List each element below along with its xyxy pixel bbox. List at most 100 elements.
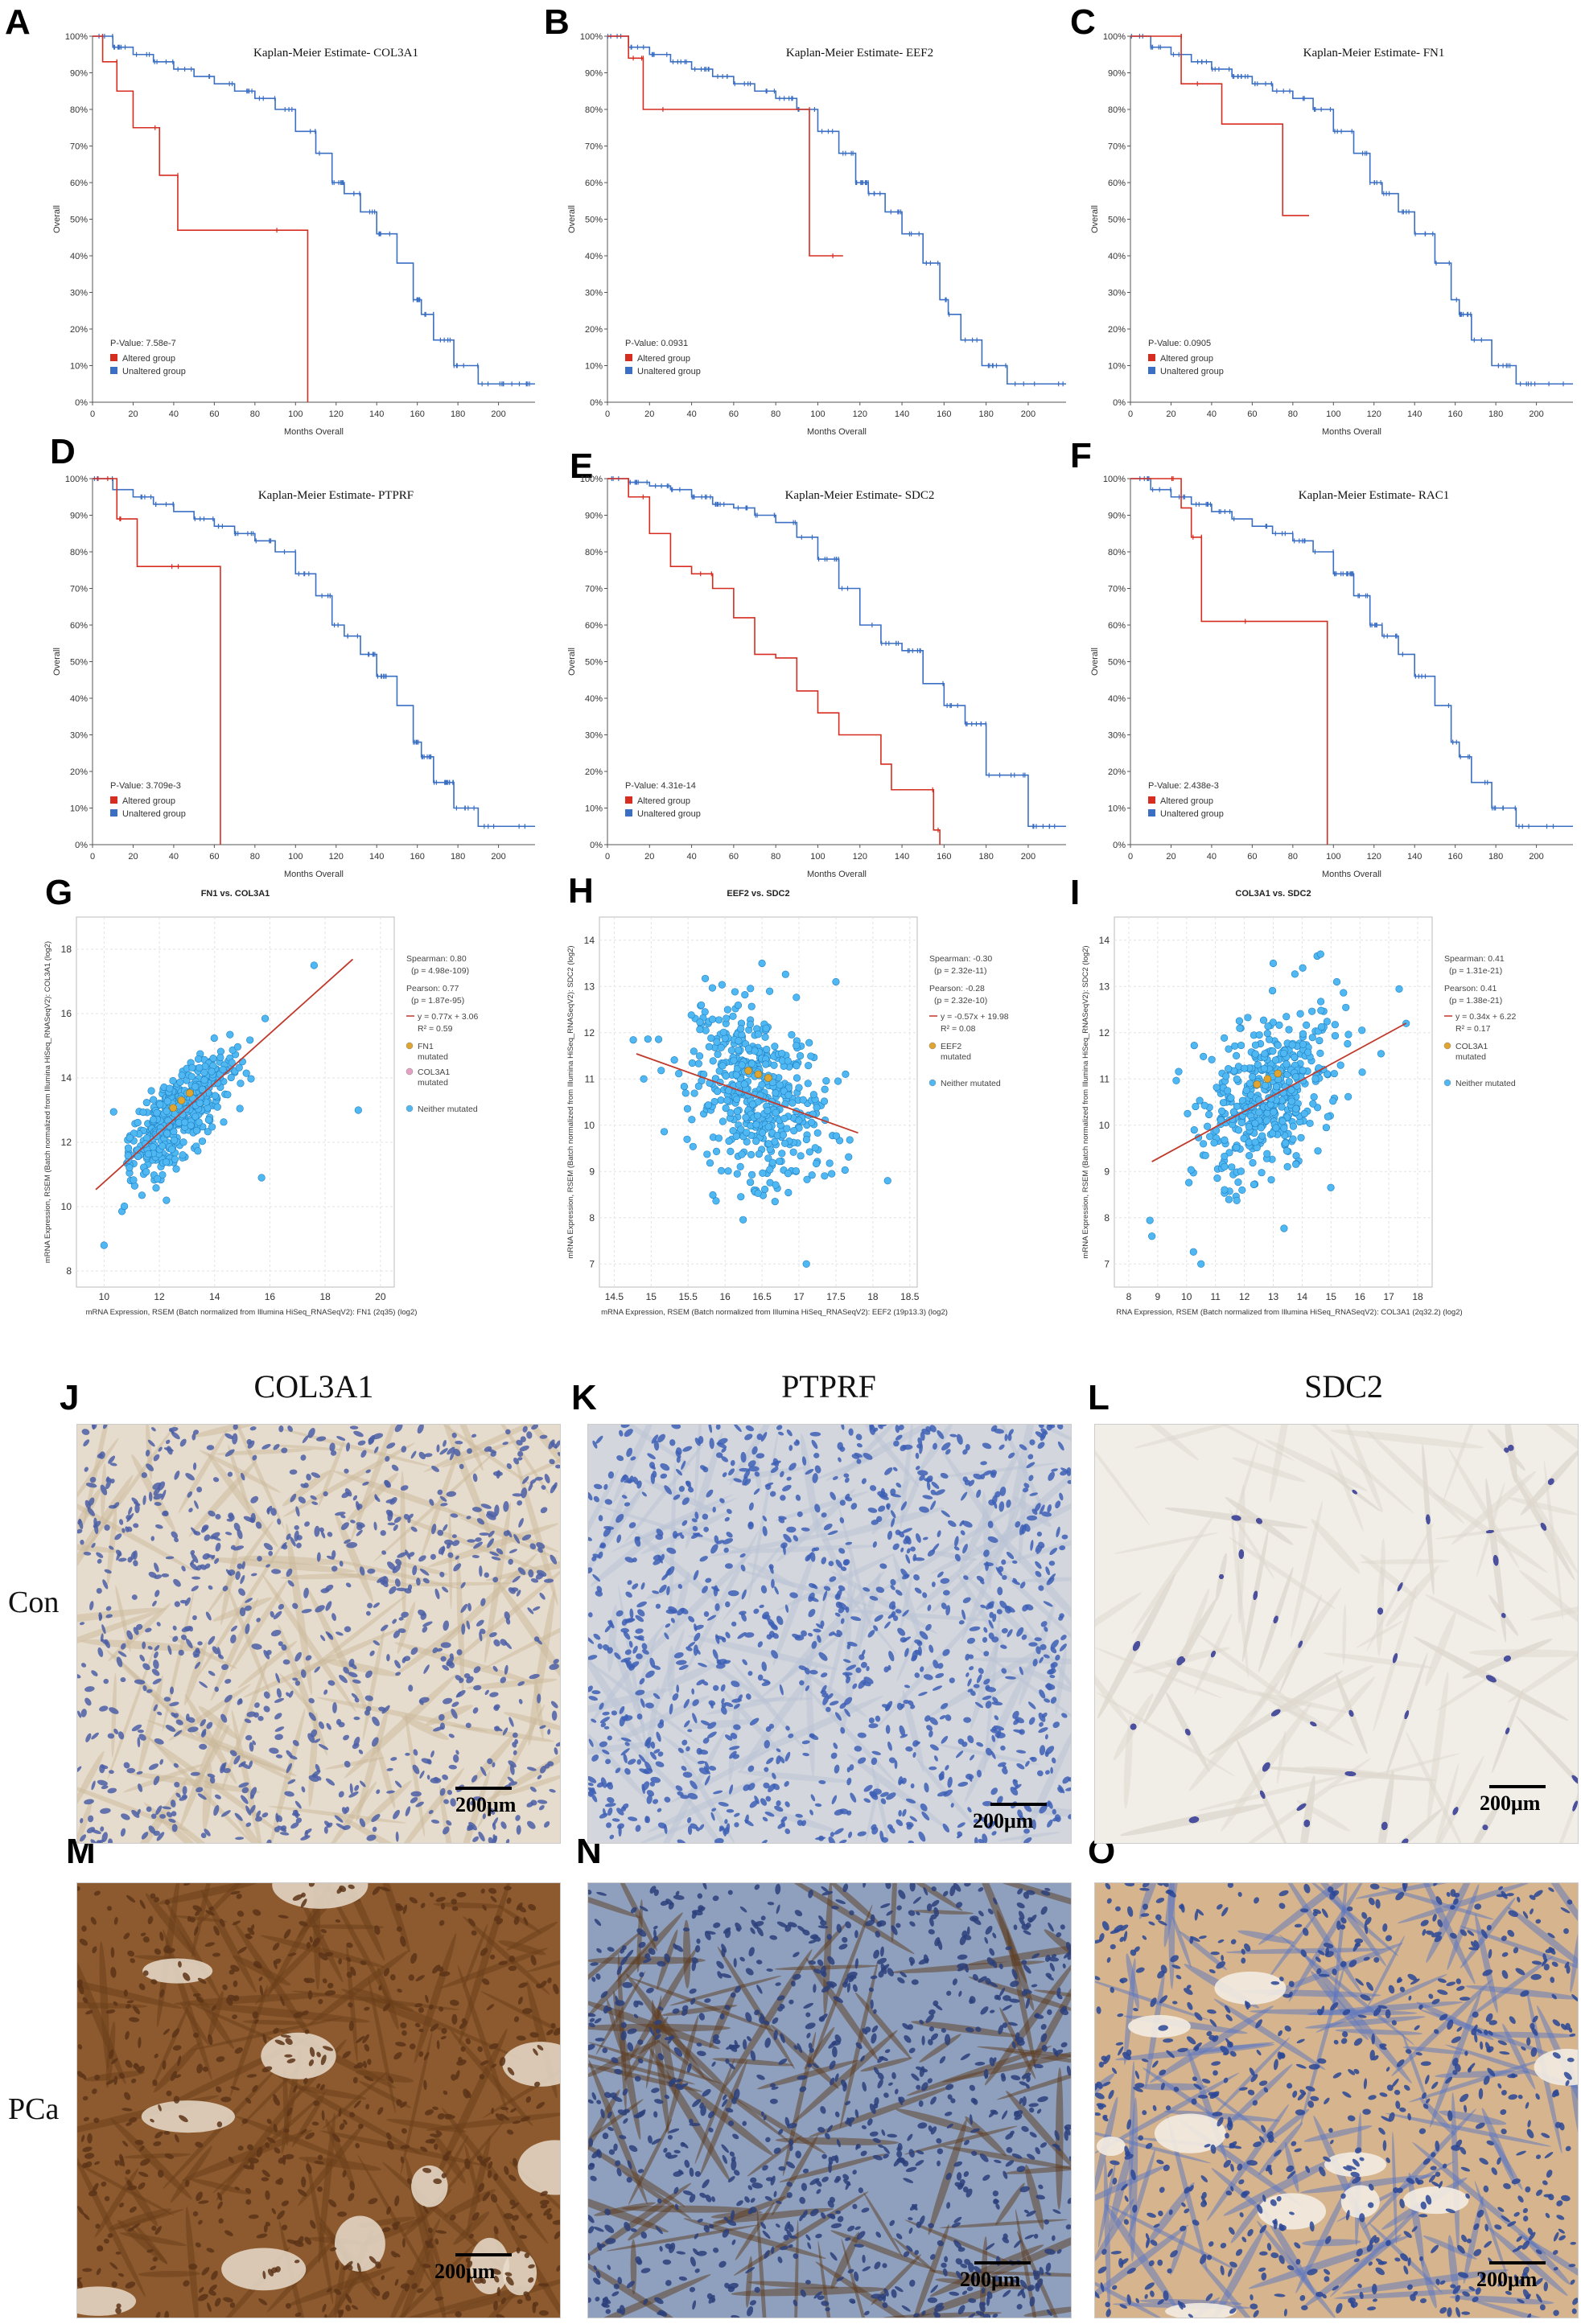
y-tick-label: 100% <box>580 475 603 484</box>
cell-nucleus <box>588 1636 595 1644</box>
cell-nucleus <box>431 1466 439 1472</box>
scatter-point <box>1263 1109 1271 1117</box>
cell-nucleus <box>656 1731 661 1742</box>
cell-nucleus <box>233 1755 241 1765</box>
cell-nucleus <box>1066 1467 1071 1477</box>
scatter-point <box>1267 1175 1275 1184</box>
cell-nucleus <box>502 1442 508 1446</box>
tissue-fiber <box>669 1750 770 1804</box>
x-tick-label: 140 <box>369 852 384 862</box>
cell-nucleus <box>918 1691 928 1697</box>
cell-nucleus <box>1044 1698 1051 1703</box>
cell-nucleus <box>895 1609 902 1614</box>
scatter-point <box>755 1150 763 1158</box>
mutated-point <box>1263 1075 1272 1084</box>
scatter-point <box>1148 1232 1156 1240</box>
cell-nucleus <box>475 1537 482 1542</box>
scatter-point <box>670 1056 678 1064</box>
panel-label-d: D <box>50 432 76 471</box>
cell-nucleus <box>350 1520 356 1524</box>
cell-nucleus <box>784 1781 789 1787</box>
tissue-fiber <box>525 1425 560 1488</box>
cell-nucleus <box>506 1462 513 1470</box>
y-tick-label: 40% <box>585 694 603 704</box>
cell-nucleus <box>472 1473 478 1483</box>
scatter-point <box>1280 1049 1288 1058</box>
scatter-point <box>1217 1107 1226 1115</box>
cell-nucleus <box>146 1806 152 1812</box>
scatter-point <box>1228 1163 1236 1171</box>
cell-nucleus <box>879 1425 887 1427</box>
cell-nucleus <box>350 1663 357 1670</box>
cell-nucleus <box>246 1711 256 1717</box>
cell-nucleus <box>628 1816 638 1821</box>
scatter-point <box>770 1061 778 1069</box>
cell-nucleus <box>970 1754 975 1761</box>
cell-nucleus <box>352 1495 358 1501</box>
scatter-point <box>1192 1102 1200 1111</box>
x-tick-label: 180 <box>451 409 465 419</box>
cell-nucleus <box>504 1664 508 1675</box>
cell-nucleus <box>214 1557 220 1565</box>
cell-nucleus <box>885 1725 891 1734</box>
cell-nucleus <box>508 1717 514 1727</box>
scatter-point <box>804 1080 812 1088</box>
x-tick-label: 80 <box>1288 852 1298 862</box>
cell-nucleus <box>692 1713 698 1724</box>
cell-nucleus <box>296 1542 302 1549</box>
cell-nucleus <box>1045 1566 1051 1576</box>
scatter-point <box>1221 1136 1229 1144</box>
cell-nucleus <box>281 1447 288 1454</box>
cell-nucleus <box>878 1505 886 1512</box>
cell-nucleus <box>479 1532 490 1536</box>
tissue-fiber <box>333 1812 435 1843</box>
cell-nucleus <box>544 1820 550 1828</box>
cell-nucleus <box>863 1784 873 1792</box>
cell-nucleus <box>294 1800 302 1809</box>
tissue-fiber <box>261 1574 356 1713</box>
tissue-fiber <box>162 1591 195 1733</box>
scatter-point <box>694 1082 702 1090</box>
cell-nucleus <box>988 1499 995 1506</box>
cell-nucleus <box>945 1765 949 1771</box>
cell-nucleus <box>415 1801 424 1808</box>
scatter-point <box>752 1121 760 1129</box>
cell-nucleus <box>733 1478 743 1483</box>
legend-swatch-unaltered <box>1148 367 1155 374</box>
cell-nucleus <box>100 1484 108 1495</box>
cell-nucleus <box>733 1425 742 1433</box>
cell-nucleus <box>707 1721 717 1730</box>
cell-nucleus <box>649 1657 656 1668</box>
scatter-point <box>1278 1103 1286 1111</box>
cell-nucleus <box>274 1734 283 1741</box>
legend-altered: Altered group <box>122 354 175 364</box>
cell-nucleus <box>393 1524 398 1532</box>
scatter-point <box>1222 1072 1230 1080</box>
cell-nucleus <box>911 1655 917 1662</box>
cell-nucleus <box>681 1497 690 1505</box>
cell-nucleus <box>812 1584 818 1590</box>
cell-nucleus <box>624 1618 636 1623</box>
cell-nucleus <box>325 1601 332 1611</box>
cell-nucleus <box>101 1765 109 1770</box>
cell-nucleus <box>448 1662 455 1668</box>
cell-nucleus <box>446 1820 452 1826</box>
cell-nucleus <box>702 1586 708 1594</box>
x-tick-label: 80 <box>1288 409 1298 419</box>
tissue-fiber <box>648 1776 765 1832</box>
tissue-fiber <box>216 1448 313 1455</box>
y-tick-label: 16 <box>61 1008 72 1019</box>
cell-nucleus <box>823 1523 833 1531</box>
scatter-point <box>1251 1119 1259 1127</box>
cell-nucleus <box>353 1430 364 1438</box>
cell-nucleus <box>381 1624 389 1631</box>
cell-nucleus <box>987 1520 994 1528</box>
cell-nucleus <box>762 1526 768 1536</box>
cell-nucleus <box>494 1726 503 1732</box>
cell-nucleus <box>591 1690 601 1695</box>
cell-nucleus <box>161 1489 167 1500</box>
cell-nucleus <box>785 1726 790 1731</box>
stat-fit: y = 0.77x + 3.06 <box>418 1012 478 1022</box>
y-tick-label: 18 <box>61 944 72 955</box>
cell-nucleus <box>528 1569 534 1577</box>
